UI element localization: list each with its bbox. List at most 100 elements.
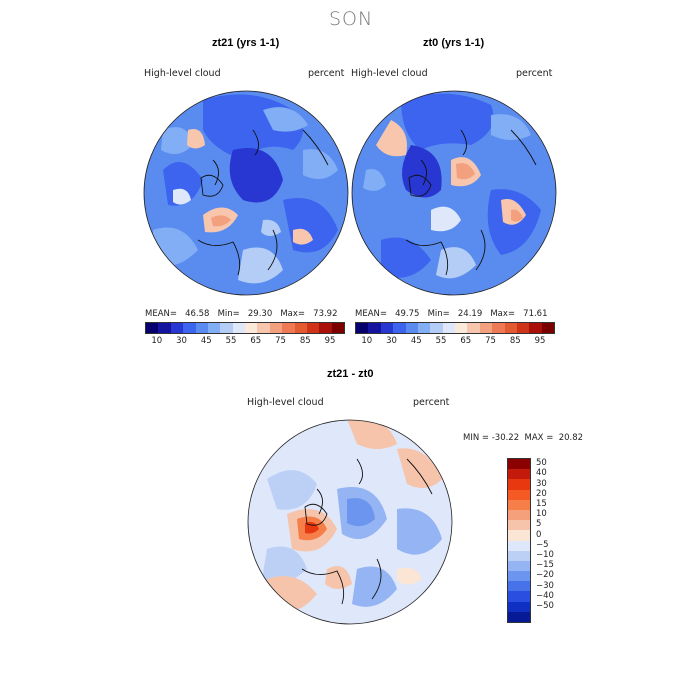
colorbar-top-right: [355, 322, 555, 334]
colorbar-tick-label: 95: [324, 336, 336, 346]
colorbar-swatch: [380, 323, 394, 333]
colorbar-tick-label: 10: [361, 336, 373, 346]
colorbar-top-left-ticks: 10 30 45 55 65 75 85 95: [145, 336, 345, 348]
colorbar-swatch: [393, 323, 406, 333]
colorbar-swatch: [508, 550, 530, 561]
colorbar-swatch: [356, 323, 369, 333]
colorbar-tick-label: 30: [536, 478, 547, 489]
colorbar-tick-label: −50: [536, 601, 554, 611]
colorbar-tick-label: 50: [536, 458, 547, 469]
colorbar-swatch: [183, 323, 196, 333]
colorbar-swatch: [508, 540, 530, 551]
colorbar-swatch: [282, 323, 295, 333]
panel-title-zt0: zt0 (yrs 1-1): [423, 37, 485, 49]
colorbar-tick-label: −30: [536, 580, 554, 591]
colorbar-swatch: [430, 323, 443, 333]
colorbar-swatch: [492, 323, 505, 333]
colorbar-tick-label: 45: [200, 336, 212, 346]
colorbar-swatch: [405, 323, 418, 333]
panel-units-label: percent: [516, 68, 553, 79]
colorbar-swatch: [417, 323, 431, 333]
colorbar-tick-label: 65: [250, 336, 262, 346]
colorbar-swatch: [269, 323, 283, 333]
colorbar-tick-label: 85: [299, 336, 311, 346]
colorbar-swatch: [541, 323, 554, 333]
colorbar-swatch: [508, 469, 530, 480]
colorbar-swatch: [146, 323, 159, 333]
colorbar-tick-label: 20: [536, 488, 547, 499]
colorbar-tick-label: 15: [536, 499, 547, 509]
panel-variable-label: High-level cloud: [144, 68, 221, 79]
colorbar-top-right-ticks: 10 30 45 55 65 75 85 95: [355, 336, 555, 348]
colorbar-swatch: [508, 581, 530, 592]
colorbar-swatch: [455, 323, 468, 333]
colorbar-swatch: [195, 323, 208, 333]
colorbar-swatch: [508, 459, 530, 470]
colorbar-tick-label: −40: [536, 590, 554, 601]
polar-map-zt21: [143, 90, 349, 296]
polar-map-difference: [247, 419, 453, 625]
colorbar-swatch: [245, 323, 258, 333]
figure-title: SON: [329, 8, 374, 30]
polar-map-zt0: [351, 90, 557, 296]
colorbar-tick-label: 0: [536, 529, 542, 540]
colorbar-tick-label: −20: [536, 570, 554, 581]
colorbar-swatch: [508, 530, 530, 541]
colorbar-swatch: [508, 591, 530, 602]
colorbar-swatch: [158, 323, 171, 333]
colorbar-swatch: [170, 323, 184, 333]
colorbar-swatch: [467, 323, 480, 333]
diff-units-label: percent: [413, 397, 450, 408]
colorbar-swatch: [508, 489, 530, 500]
panel-units-label: percent: [308, 68, 345, 79]
colorbar-tick-label: 40: [536, 468, 547, 479]
colorbar-swatch: [368, 323, 381, 333]
colorbar-tick-label: −5: [536, 539, 549, 550]
diff-variable-label: High-level cloud: [247, 397, 324, 408]
colorbar-tick-label: 65: [460, 336, 472, 346]
colorbar-swatch: [220, 323, 233, 333]
colorbar-swatch: [504, 323, 517, 333]
colorbar-swatch: [479, 323, 493, 333]
colorbar-tick-label: 10: [536, 509, 547, 520]
colorbar-swatch: [516, 323, 530, 333]
colorbar-swatch: [294, 323, 307, 333]
colorbar-tick-label: −15: [536, 560, 554, 571]
colorbar-swatch: [319, 323, 332, 333]
colorbar-tick-label: 95: [534, 336, 546, 346]
colorbar-swatch: [508, 520, 530, 531]
diff-minmax: MIN = -30.22 MAX = 20.82: [463, 433, 584, 443]
colorbar-swatch: [508, 571, 530, 582]
colorbar-swatch: [529, 323, 542, 333]
colorbar-swatch: [508, 611, 530, 622]
panel-stats-zt21: MEAN= 46.58 Min= 29.30 Max= 73.92: [145, 309, 338, 319]
colorbar-swatch: [508, 601, 530, 612]
colorbar-swatch: [331, 323, 344, 333]
colorbar-swatch: [257, 323, 270, 333]
colorbar-tick-label: 55: [225, 336, 237, 346]
diff-panel-title: zt21 - zt0: [327, 368, 374, 380]
colorbar-tick-label: −10: [536, 550, 554, 560]
colorbar-tick-label: 55: [435, 336, 447, 346]
colorbar-swatch: [508, 479, 530, 490]
colorbar-difference-labels: 50 40 30 20 15 10 5 0 −5 −10 −15 −20 −30 −40 −50: [536, 458, 576, 623]
colorbar-tick-label: 10: [151, 336, 163, 346]
colorbar-tick-label: 45: [410, 336, 422, 346]
colorbar-swatch: [508, 509, 530, 521]
colorbar-tick-label: 75: [275, 336, 286, 346]
panel-title-zt21: zt21 (yrs 1-1): [212, 37, 280, 49]
colorbar-tick-label: 30: [176, 336, 187, 346]
colorbar-tick-label: 5: [536, 519, 542, 530]
colorbar-swatch: [207, 323, 221, 333]
colorbar-swatch: [508, 560, 530, 572]
colorbar-tick-label: 85: [509, 336, 521, 346]
colorbar-swatch: [508, 499, 530, 510]
colorbar-swatch: [306, 323, 320, 333]
colorbar-difference: [507, 458, 531, 623]
colorbar-top-left: [145, 322, 345, 334]
colorbar-swatch: [442, 323, 455, 333]
colorbar-tick-label: 75: [485, 336, 496, 346]
colorbar-swatch: [232, 323, 245, 333]
panel-stats-zt0: MEAN= 49.75 Min= 24.19 Max= 71.61: [355, 309, 548, 319]
panel-variable-label: High-level cloud: [351, 68, 428, 79]
